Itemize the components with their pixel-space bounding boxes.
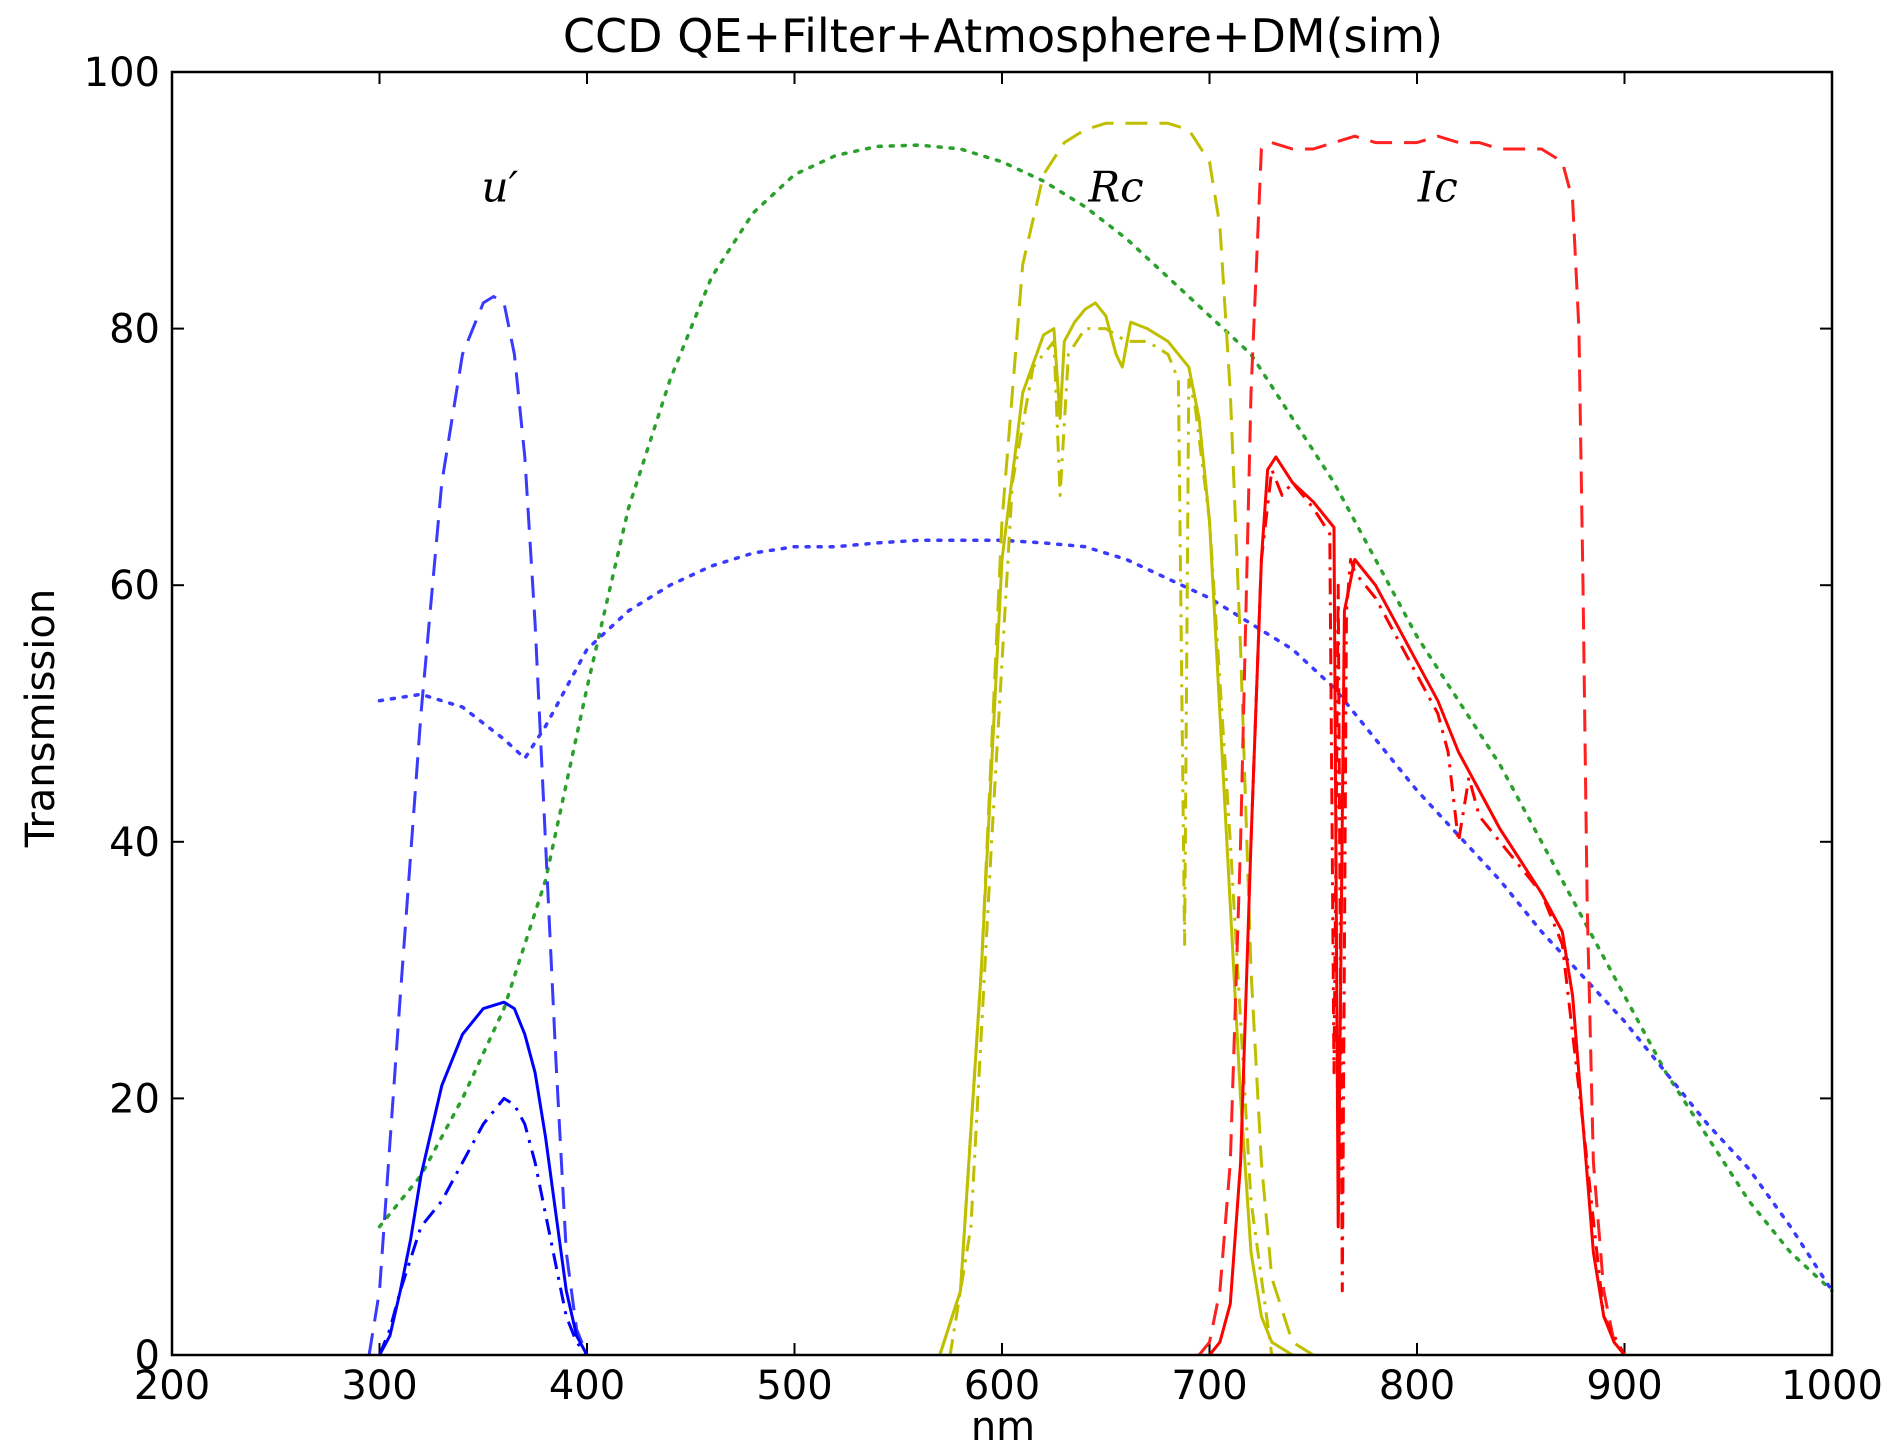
x-tick-label: 700	[1171, 1363, 1247, 1409]
x-tick-label: 900	[1586, 1363, 1662, 1409]
series-line-u-filter	[367, 295, 589, 1356]
series-line-u-total	[378, 1000, 589, 1356]
y-tick-label: 100	[84, 50, 160, 96]
band-annotation: Ic	[1417, 162, 1458, 211]
series-line-atmosphere	[377, 538, 1834, 1293]
series-line-ic-filter	[1197, 134, 1626, 1356]
y-axis-label: Transmission	[18, 589, 64, 848]
plot-frame	[170, 70, 1834, 1357]
x-tick-label: 500	[756, 1363, 832, 1409]
x-tick-label: 600	[964, 1363, 1040, 1409]
y-tick-label: 40	[109, 820, 160, 866]
x-tick-label: 800	[1379, 1363, 1455, 1409]
chart-title: CCD QE+Filter+Atmosphere+DM(sim)	[563, 9, 1443, 63]
x-tick-label: 400	[549, 1363, 625, 1409]
series-line-rc-filter	[938, 121, 1315, 1357]
band-annotation: Rc	[1088, 162, 1144, 211]
x-axis-label: nm	[971, 1404, 1035, 1450]
y-tick-label: 60	[109, 563, 160, 609]
band-annotation: u′	[482, 162, 519, 211]
x-tick-label: 1000	[1781, 1363, 1883, 1409]
y-tick-label: 20	[109, 1076, 160, 1122]
series-line-rc-total-sim	[948, 327, 1274, 1356]
series-line-ic-total-sim	[1249, 468, 1626, 1356]
x-tick-label: 200	[134, 1363, 210, 1409]
plot-area	[171, 71, 1834, 1357]
y-tick-label: 80	[109, 307, 160, 353]
y-tick-label: 0	[135, 1333, 160, 1379]
x-tick-label: 300	[341, 1363, 417, 1409]
series-line-u-total-sim	[378, 1096, 589, 1356]
